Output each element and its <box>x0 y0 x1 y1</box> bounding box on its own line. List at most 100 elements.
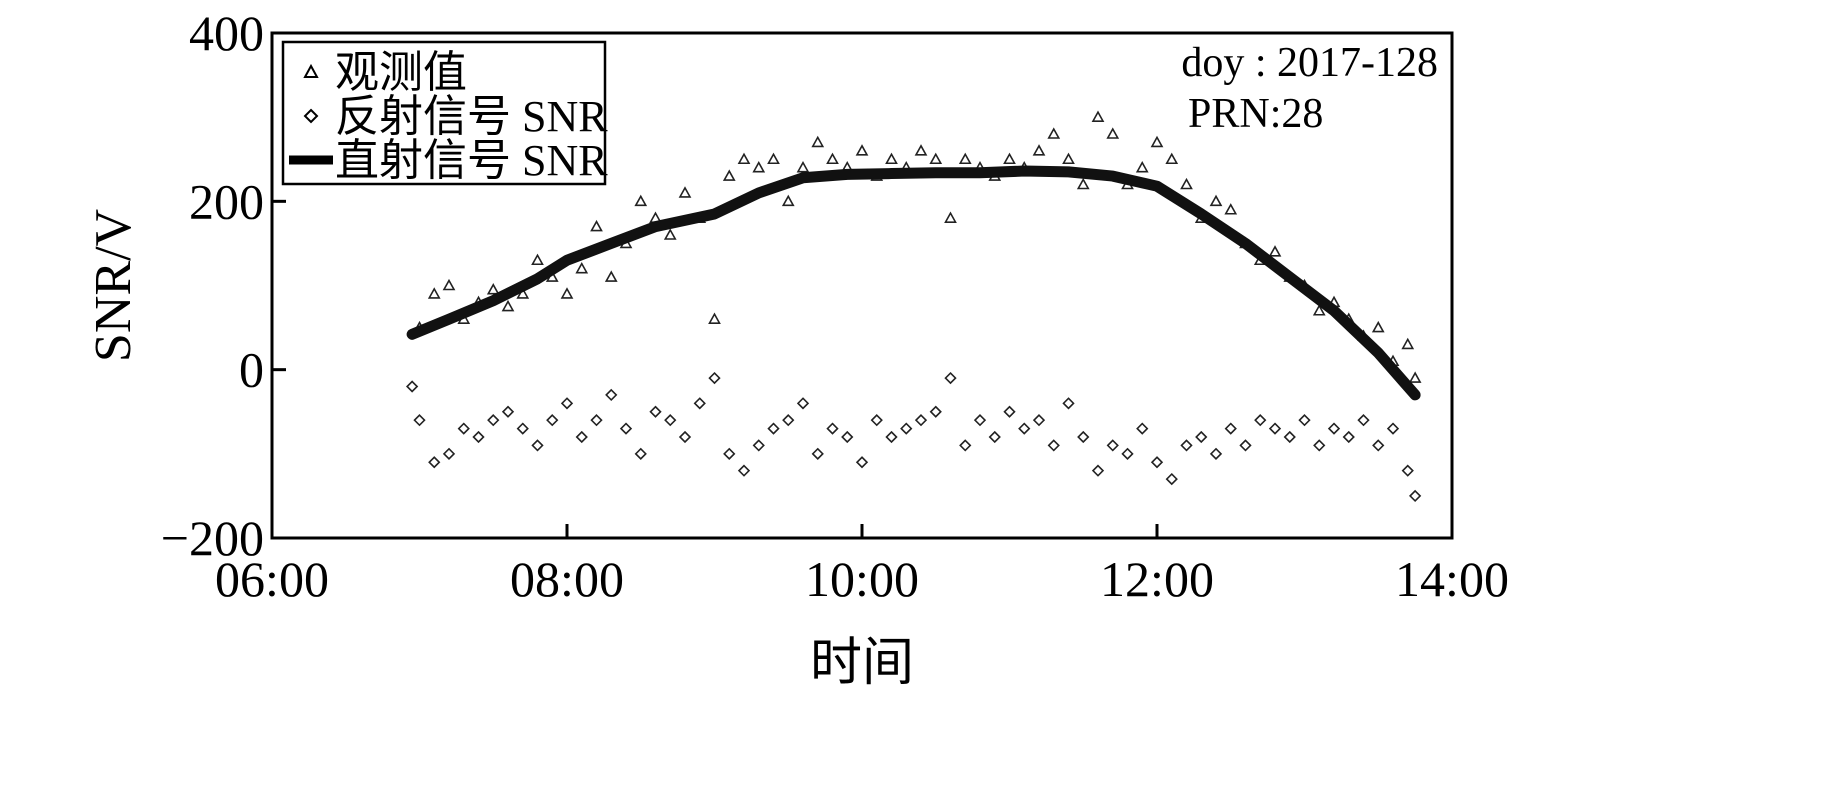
point-reflected-0 <box>405 380 419 393</box>
point-observed-22 <box>737 152 751 165</box>
point-reflected-2 <box>428 456 441 469</box>
point-reflected-42 <box>1018 422 1031 435</box>
point-reflected-53 <box>1180 439 1193 452</box>
y-tick-label-2: 200 <box>189 173 264 229</box>
point-observed-40 <box>1003 152 1016 165</box>
point-reflected-66 <box>1372 439 1385 452</box>
point-reflected-13 <box>590 414 603 427</box>
point-observed-49 <box>1135 161 1149 173</box>
point-reflected-59 <box>1268 422 1282 435</box>
point-observed-17 <box>663 228 677 240</box>
x-axis-label: 时间 <box>810 635 914 692</box>
point-observed-12 <box>590 219 603 232</box>
point-observed-47 <box>1106 127 1120 139</box>
point-reflected-44 <box>1047 439 1060 452</box>
axis-ticks: 06:00 08:00 10:00 12:00 14:00 −200 0 200 400 <box>161 5 1509 607</box>
point-observed-50 <box>1150 135 1164 148</box>
point-reflected-58 <box>1254 414 1267 427</box>
point-observed-20 <box>708 312 721 324</box>
point-observed-6 <box>501 299 515 312</box>
point-observed-28 <box>826 152 839 165</box>
point-observed-5 <box>486 283 500 295</box>
point-observed-45 <box>1076 177 1090 190</box>
point-reflected-22 <box>723 447 736 460</box>
point-observed-26 <box>796 161 810 173</box>
point-observed-42 <box>1032 144 1046 156</box>
point-reflected-54 <box>1195 430 1208 444</box>
point-reflected-19 <box>678 430 692 444</box>
point-reflected-55 <box>1209 447 1223 460</box>
point-observed-23 <box>752 161 766 173</box>
point-observed-67 <box>1401 337 1415 350</box>
point-reflected-33 <box>885 430 898 444</box>
point-observed-32 <box>885 152 898 165</box>
point-reflected-37 <box>944 371 957 385</box>
point-reflected-51 <box>1150 456 1164 469</box>
point-reflected-11 <box>560 397 574 410</box>
point-reflected-48 <box>1106 439 1119 452</box>
y-tick-label-0: −200 <box>161 510 264 566</box>
point-reflected-56 <box>1224 422 1237 435</box>
point-reflected-69 <box>1408 489 1422 503</box>
point-observed-36 <box>944 211 957 223</box>
point-reflected-68 <box>1401 464 1414 477</box>
legend-marker-reflected <box>303 108 319 124</box>
point-observed-1 <box>427 287 441 299</box>
point-observed-27 <box>811 135 825 148</box>
annotation-doy: doy : 2017-128 <box>1181 40 1438 86</box>
point-observed-30 <box>855 144 869 156</box>
point-observed-44 <box>1062 152 1075 165</box>
point-observed-37 <box>958 152 972 165</box>
point-reflected-16 <box>634 447 647 460</box>
point-reflected-67 <box>1386 422 1400 435</box>
point-reflected-39 <box>973 414 987 427</box>
point-observed-65 <box>1371 320 1385 333</box>
point-reflected-24 <box>752 439 765 452</box>
series-line-direct-snr <box>406 165 1421 401</box>
legend-box <box>281 40 607 186</box>
point-observed-34 <box>914 144 928 156</box>
point-observed-43 <box>1047 127 1061 139</box>
point-reflected-9 <box>531 439 544 452</box>
point-reflected-23 <box>737 464 751 477</box>
point-reflected-64 <box>1342 430 1355 444</box>
point-observed-10 <box>560 287 574 299</box>
point-reflected-27 <box>796 397 810 410</box>
point-observed-2 <box>442 278 456 291</box>
point-reflected-10 <box>546 414 559 427</box>
y-tick-label-1: 0 <box>239 342 264 398</box>
point-observed-61 <box>1312 304 1326 316</box>
point-reflected-63 <box>1327 422 1341 435</box>
point-reflected-61 <box>1298 414 1311 427</box>
point-observed-46 <box>1091 110 1105 122</box>
point-reflected-32 <box>870 414 883 427</box>
legend-label-1: 反射信号 SNR <box>335 92 608 141</box>
point-observed-51 <box>1165 152 1179 165</box>
point-reflected-30 <box>841 430 854 444</box>
point-observed-55 <box>1224 203 1238 215</box>
point-reflected-4 <box>457 422 470 435</box>
point-reflected-60 <box>1283 430 1296 444</box>
point-reflected-8 <box>516 422 529 435</box>
point-observed-21 <box>722 169 736 181</box>
point-reflected-62 <box>1313 439 1326 452</box>
point-reflected-38 <box>959 439 972 452</box>
point-reflected-5 <box>472 430 485 444</box>
point-observed-13 <box>604 270 618 282</box>
point-reflected-57 <box>1239 439 1252 452</box>
x-tick-label-3: 12:00 <box>1100 551 1214 607</box>
point-reflected-35 <box>914 414 928 427</box>
point-reflected-7 <box>501 405 515 418</box>
annotation-prn: PRN:28 <box>1188 91 1323 137</box>
point-reflected-21 <box>708 371 721 385</box>
y-axis-label: SNR/V <box>85 209 142 362</box>
point-reflected-6 <box>487 414 500 427</box>
point-observed-11 <box>575 262 589 274</box>
point-observed-54 <box>1209 194 1223 207</box>
point-reflected-34 <box>900 422 913 435</box>
point-reflected-47 <box>1091 464 1105 477</box>
legend-label-2: 直射信号 SNR <box>335 136 608 185</box>
